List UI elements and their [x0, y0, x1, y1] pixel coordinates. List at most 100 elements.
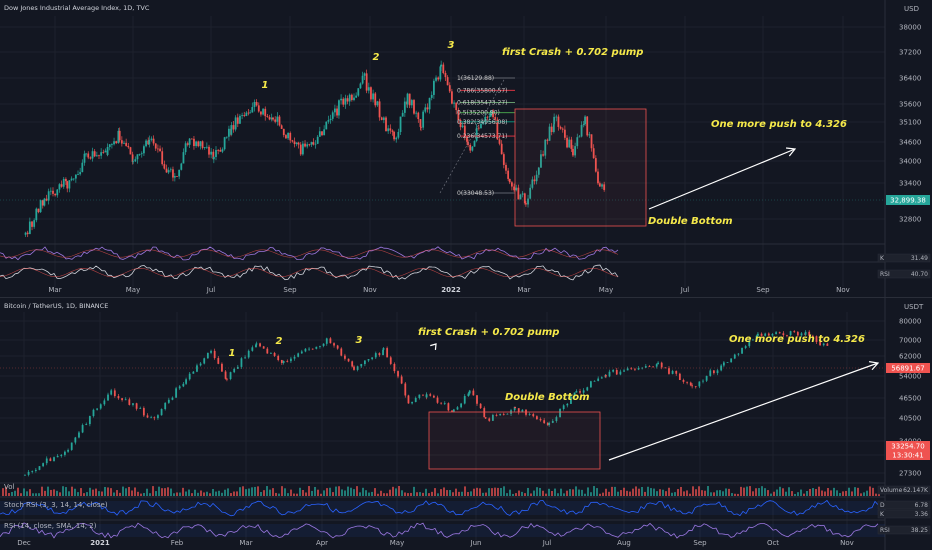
candle-body: [429, 394, 432, 396]
x-tick-label: Feb: [171, 539, 184, 547]
candle-body: [604, 374, 607, 377]
candle-body: [709, 370, 712, 376]
candle-body: [257, 105, 260, 112]
oscillator-name: Volume: [880, 487, 903, 494]
volume-bar: [35, 493, 37, 496]
y-tick-label: 46500: [899, 395, 921, 403]
oscillator-name: RSI: [880, 527, 890, 534]
candle-body: [586, 116, 589, 136]
candle-body: [232, 125, 235, 130]
volume-bar: [533, 490, 535, 496]
volume-bar: [71, 486, 73, 496]
candle-body: [592, 148, 595, 159]
volume-bar: [401, 490, 403, 496]
candle-body: [671, 370, 674, 374]
volume-bar: [650, 488, 652, 496]
candle-body: [72, 178, 75, 180]
candle-body: [293, 356, 296, 359]
volume-bar: [617, 491, 619, 496]
candle-body: [511, 182, 513, 187]
x-tick-label: Nov: [363, 286, 377, 294]
candle-body: [590, 381, 592, 388]
volume-bar: [749, 486, 751, 496]
volume-bar: [431, 491, 433, 496]
candle-body: [276, 116, 279, 122]
volume-bar: [794, 493, 796, 496]
candle-body: [49, 190, 52, 192]
volume-bar: [275, 492, 277, 496]
volume-bar: [512, 493, 514, 496]
candle-body: [552, 124, 555, 132]
volume-bar: [461, 491, 463, 496]
candle-body: [210, 151, 213, 155]
volume-bar: [68, 491, 70, 496]
candle-body: [479, 403, 482, 409]
candle-body: [367, 87, 370, 91]
candle-body: [148, 139, 151, 145]
candle-body: [228, 128, 230, 137]
y-tick-label: 33400: [899, 180, 921, 188]
volume-bar: [521, 491, 523, 496]
volume-bar: [257, 486, 259, 496]
candle-body: [124, 399, 127, 401]
volume-bar: [500, 487, 502, 496]
candle-body: [146, 415, 149, 418]
candle-body: [716, 370, 719, 374]
oscillator-signal-line: [0, 249, 619, 258]
volume-bar: [797, 492, 799, 496]
candle-body: [318, 131, 321, 137]
candle-body: [531, 179, 534, 188]
candle-body: [490, 110, 492, 117]
candle-body: [397, 131, 400, 138]
volume-bar: [188, 489, 190, 496]
candle-body: [521, 193, 524, 195]
candle-body: [480, 123, 482, 129]
candle-body: [502, 154, 505, 165]
candle-body: [578, 136, 581, 138]
candle-body: [60, 184, 63, 187]
candle-body: [425, 394, 428, 398]
candle-body: [544, 139, 547, 156]
candle-body: [367, 359, 370, 361]
volume-bar: [206, 491, 208, 496]
candle-body: [240, 358, 243, 367]
volume-bar: [587, 487, 589, 496]
volume-bar: [203, 492, 205, 496]
oscillator-line: [0, 499, 879, 517]
volume-bar: [827, 488, 829, 496]
volume-bar: [38, 493, 40, 496]
oscillator-pane: [0, 482, 885, 496]
candle-body: [47, 191, 50, 201]
candle-body: [414, 397, 417, 402]
x-tick-label: 2022: [441, 286, 461, 294]
candle-body: [562, 405, 565, 409]
volume-bar: [656, 491, 658, 496]
candle-body: [199, 141, 202, 147]
candle-body: [77, 174, 79, 175]
candle-body: [322, 343, 325, 346]
volume-bar: [176, 492, 178, 496]
candle-body: [291, 140, 294, 142]
candle-body: [359, 83, 362, 89]
y-tick-label: 27300: [899, 470, 921, 478]
candle-body: [67, 449, 69, 452]
candle-body: [219, 150, 222, 152]
volume-bar: [107, 487, 109, 496]
candle-body: [104, 150, 107, 153]
x-tick-label: May: [599, 286, 613, 294]
candle-body: [644, 366, 647, 368]
candle-body: [210, 350, 212, 353]
volume-bar: [722, 491, 724, 496]
wave-label: 2: [373, 52, 380, 63]
oscillator-badge: [877, 509, 931, 519]
candle-body: [329, 338, 332, 344]
volume-bar: [422, 492, 424, 496]
candle-body: [461, 125, 464, 128]
volume-bar: [281, 486, 283, 496]
candle-body: [270, 117, 273, 120]
volume-bar: [860, 493, 862, 496]
candle-body: [160, 409, 163, 416]
volume-bar: [92, 489, 94, 496]
candle-body: [287, 132, 289, 139]
volume-bar: [152, 486, 154, 496]
